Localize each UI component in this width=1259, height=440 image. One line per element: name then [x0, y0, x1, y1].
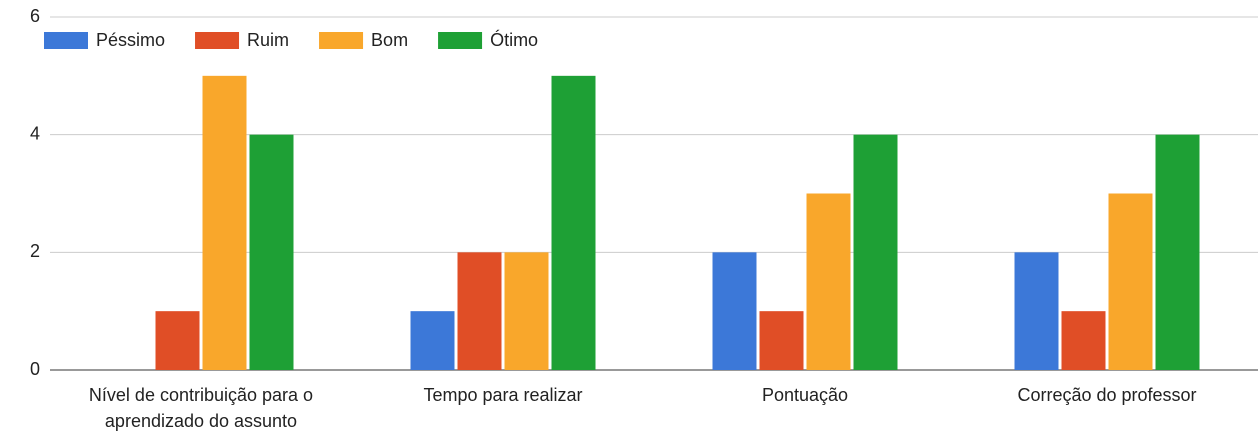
- bar: [712, 252, 757, 370]
- legend-label: Bom: [371, 30, 408, 50]
- legend-label: Péssimo: [96, 30, 165, 50]
- legend-swatch: [44, 32, 88, 49]
- bar: [202, 75, 247, 370]
- legend-swatch: [438, 32, 483, 49]
- legend-label: Ótimo: [490, 29, 538, 50]
- bar: [853, 134, 898, 370]
- bar: [504, 252, 549, 370]
- bar: [806, 193, 851, 370]
- bar: [759, 311, 804, 370]
- legend-swatch: [319, 32, 364, 49]
- bar: [1155, 134, 1200, 370]
- y-tick-label: 6: [30, 6, 40, 26]
- bar: [1014, 252, 1059, 370]
- legend-label: Ruim: [247, 30, 289, 50]
- bar: [155, 311, 200, 370]
- x-tick-label: Nível de contribuição para o aprendizado…: [88, 385, 314, 431]
- x-tick-label: Correção do professor: [1017, 385, 1197, 405]
- legend-swatch: [195, 32, 240, 49]
- x-tick-label: Tempo para realizar: [423, 385, 583, 405]
- x-tick-label: Pontuação: [761, 385, 849, 405]
- y-tick-label: 2: [30, 241, 40, 261]
- bar: [457, 252, 502, 370]
- bar: [1108, 193, 1153, 370]
- bar: [249, 134, 294, 370]
- bar: [551, 75, 596, 370]
- bar: [410, 311, 455, 370]
- y-tick-label: 4: [30, 123, 40, 143]
- bar: [1061, 311, 1106, 370]
- y-tick-label: 0: [30, 359, 40, 379]
